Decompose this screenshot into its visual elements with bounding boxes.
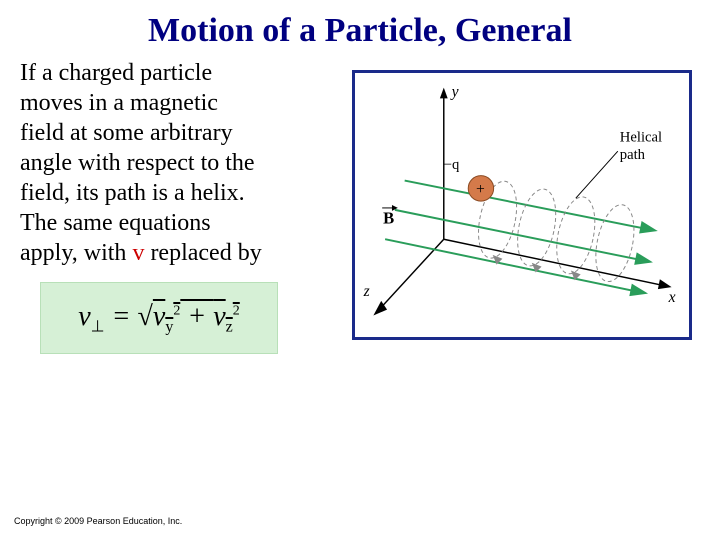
b-label: B bbox=[383, 209, 394, 228]
f-vz-exp: 2 bbox=[233, 303, 240, 318]
radical-icon: √ bbox=[138, 301, 153, 332]
line2: moves in a magnetic bbox=[20, 90, 218, 116]
slide-title: Motion of a Particle, General bbox=[0, 0, 720, 58]
line3: field at some arbitrary bbox=[20, 120, 233, 146]
x-axis-arrow-icon bbox=[658, 279, 672, 289]
line7-v: v bbox=[132, 240, 144, 266]
helix-diagram: y x z bbox=[352, 70, 692, 340]
helical-label-1: Helical bbox=[620, 129, 662, 145]
body-text: If a charged particle moves in a magneti… bbox=[20, 58, 340, 354]
z-label: z bbox=[363, 283, 370, 300]
f-plus: + bbox=[180, 301, 213, 332]
line7a: apply, with bbox=[20, 240, 132, 266]
figure-container: y x z bbox=[340, 58, 700, 354]
f-lhs-v: v bbox=[78, 301, 90, 332]
f-vz: v bbox=[213, 301, 225, 332]
line7b: replaced by bbox=[144, 240, 261, 266]
f-vy: v bbox=[153, 301, 165, 332]
helical-label-2: path bbox=[620, 147, 646, 163]
line4: angle with respect to the bbox=[20, 150, 255, 176]
x-axis bbox=[444, 239, 667, 286]
x-label: x bbox=[668, 289, 676, 306]
y-axis-arrow-icon bbox=[440, 88, 448, 99]
minus-q-label: −q bbox=[444, 157, 460, 173]
formula-box: v⊥ = √vy2 + vz2 bbox=[40, 282, 278, 354]
f-eq: = bbox=[105, 301, 138, 332]
content-row: If a charged particle moves in a magneti… bbox=[0, 58, 720, 354]
f-vy-sub: y bbox=[165, 318, 173, 335]
line5: field, its path is a helix. bbox=[20, 180, 245, 206]
formula: v⊥ = √vy2 + vz2 bbox=[78, 299, 240, 338]
line1: If a charged particle bbox=[20, 60, 212, 86]
y-label: y bbox=[450, 83, 459, 100]
copyright-text: Copyright © 2009 Pearson Education, Inc. bbox=[14, 516, 182, 526]
f-lhs-sub: ⊥ bbox=[91, 318, 105, 335]
f-radicand: vy2 + vz2 bbox=[153, 301, 240, 332]
helical-leader-line bbox=[576, 151, 618, 198]
particle-plus: + bbox=[476, 181, 485, 198]
line6: The same equations bbox=[20, 210, 211, 236]
f-vz-sub: z bbox=[226, 318, 233, 335]
field-lines bbox=[385, 181, 655, 295]
